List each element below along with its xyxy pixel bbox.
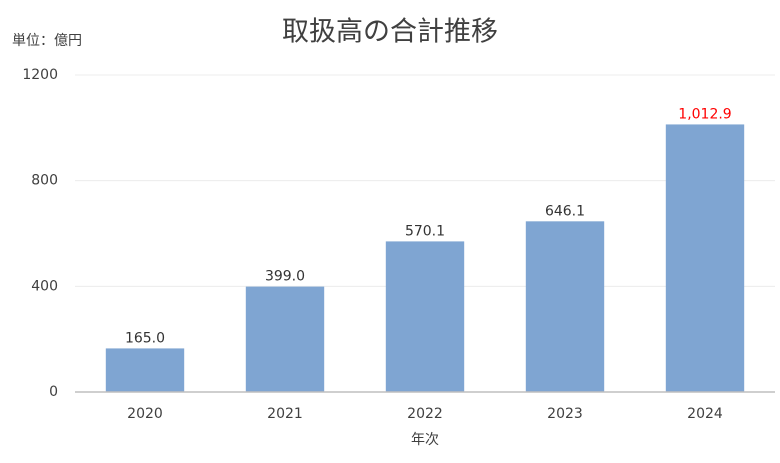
bar: [245, 286, 325, 392]
data-label: 1,012.9: [678, 106, 731, 122]
bar: [385, 241, 465, 392]
x-tick-label: 2022: [407, 406, 443, 422]
data-label: 570.1: [405, 223, 445, 239]
x-axis-label: 年次: [411, 432, 439, 448]
x-tick-label: 2021: [267, 406, 303, 422]
bar: [665, 124, 745, 392]
x-tick-label: 2020: [127, 406, 163, 422]
bar: [105, 348, 185, 392]
y-tick-label: 0: [49, 384, 58, 400]
chart-title: 取扱高の合計推移: [282, 17, 498, 48]
bar: [525, 221, 605, 392]
y-tick-label: 800: [31, 173, 58, 189]
data-label: 646.1: [545, 203, 585, 219]
y-tick-label: 400: [31, 278, 58, 294]
unit-label: 単位：億円: [12, 33, 82, 49]
y-tick-label: 1200: [22, 67, 58, 83]
x-tick-label: 2023: [547, 406, 583, 422]
data-label: 165.0: [125, 330, 165, 346]
x-tick-label: 2024: [687, 406, 723, 422]
data-label: 399.0: [265, 269, 305, 285]
